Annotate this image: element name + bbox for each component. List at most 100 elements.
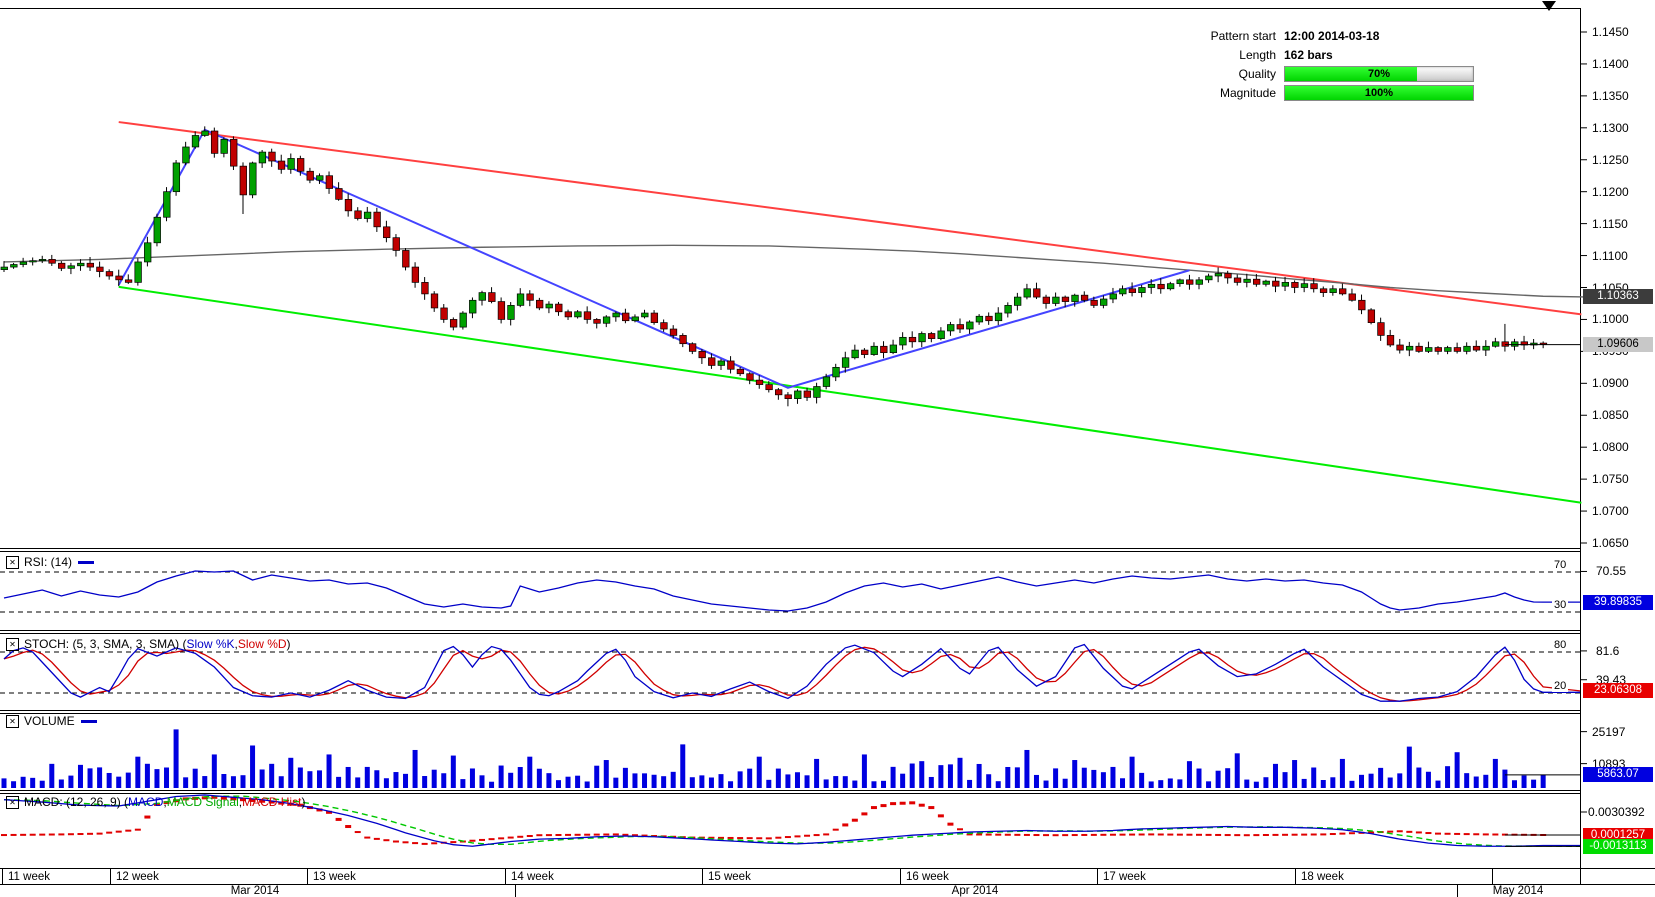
volume-bar xyxy=(11,781,17,788)
volume-bar xyxy=(259,769,265,788)
week-label: 11 week xyxy=(8,871,50,883)
candle-down xyxy=(354,210,362,219)
candle-up xyxy=(1444,347,1452,352)
quality-percent: 70% xyxy=(1367,67,1391,80)
value-box-0.0001257: 0.0001257 xyxy=(1583,827,1653,843)
volume-bar xyxy=(1339,758,1345,788)
candle-up xyxy=(1052,296,1060,304)
candle-up xyxy=(1166,283,1175,290)
rsi-tick-label: 70.55 xyxy=(1596,564,1627,579)
volume-bar xyxy=(192,768,198,788)
volume-bar xyxy=(1062,778,1068,788)
candle-down xyxy=(755,379,764,385)
candle-up xyxy=(1195,279,1203,285)
candle-down xyxy=(1377,322,1385,336)
candle-down xyxy=(688,343,697,352)
candle-down xyxy=(1396,344,1404,351)
pattern-start-row: Pattern start 12:00 2014-03-18 xyxy=(1190,26,1475,45)
volume-bar xyxy=(1081,767,1087,788)
candle-up xyxy=(937,330,945,339)
candle-up xyxy=(794,390,802,399)
volume-bar xyxy=(527,756,533,788)
stoch-close-icon[interactable]: ✕ xyxy=(6,637,19,651)
volume-bar xyxy=(1531,779,1537,788)
volume-close-icon[interactable]: ✕ xyxy=(6,714,19,728)
price-tick-label: 1.0800 xyxy=(1592,440,1629,455)
candle-up xyxy=(1281,282,1289,287)
volume-bar xyxy=(1120,778,1126,788)
candle-up xyxy=(1511,341,1519,347)
volume-bar xyxy=(1206,781,1212,788)
candle-up xyxy=(899,336,907,346)
candle-up xyxy=(29,260,37,263)
magnitude-row: Magnitude 100% xyxy=(1190,83,1475,102)
candle-down xyxy=(1434,347,1442,352)
volume-bar xyxy=(221,774,227,788)
candle-down xyxy=(927,333,936,339)
volume-bar xyxy=(823,779,829,788)
length-row: Length 162 bars xyxy=(1190,45,1475,64)
price-tick-label: 1.1300 xyxy=(1592,120,1629,135)
month-label: Apr 2014 xyxy=(951,885,999,897)
candle-up xyxy=(1329,288,1337,293)
candle-down xyxy=(526,293,534,301)
candle-up xyxy=(1425,347,1433,352)
candle-down xyxy=(392,237,400,251)
candle-up xyxy=(1262,280,1270,285)
candle-down xyxy=(880,345,888,354)
chart-shift-marker-icon[interactable] xyxy=(1542,1,1556,11)
volume-bar xyxy=(565,776,571,788)
macd-legend: ✕ MACD: (12, 26, 9) ( MACD , MACD Signal… xyxy=(6,795,305,809)
candle-up xyxy=(287,158,295,170)
volume-bar xyxy=(517,767,523,788)
volume-bar xyxy=(1473,776,1479,788)
volume-bar xyxy=(603,760,609,788)
volume-bar xyxy=(144,763,150,788)
volume-bar xyxy=(1406,746,1412,788)
volume-bar xyxy=(87,768,93,788)
candle-down xyxy=(210,130,219,154)
price-tick-label: 1.1100 xyxy=(1592,248,1628,263)
price-tick-label: 1.0850 xyxy=(1592,408,1629,423)
macd-signal-label: MACD Signal xyxy=(166,795,239,809)
price-tick-label: 1.1450 xyxy=(1592,25,1629,39)
volume-bar xyxy=(77,764,83,788)
volume-bar xyxy=(116,776,122,788)
volume-bar xyxy=(1091,769,1097,788)
candle-down xyxy=(669,328,678,336)
volume-bar xyxy=(1435,780,1441,788)
candle-down xyxy=(803,390,811,398)
volume-bar xyxy=(680,744,686,788)
candle-down xyxy=(1348,293,1356,301)
candle-down xyxy=(1186,279,1194,285)
week-label: 15 week xyxy=(708,871,751,883)
rsi-line-swatch-icon xyxy=(78,560,95,564)
candle-up xyxy=(631,316,639,322)
volume-bar xyxy=(1320,780,1326,788)
candle-up xyxy=(574,311,582,318)
quality-label: Quality xyxy=(1238,66,1276,81)
candle-up xyxy=(641,312,649,318)
macd-close-icon[interactable]: ✕ xyxy=(6,795,19,809)
green-trendline xyxy=(118,285,1582,504)
candle-up xyxy=(163,191,171,218)
rsi-legend-label: RSI: (14) xyxy=(24,555,73,569)
candle-down xyxy=(1033,288,1041,298)
candle-down xyxy=(1319,288,1328,293)
volume-bar xyxy=(1502,769,1508,788)
candle-down xyxy=(746,373,754,381)
rsi-close-icon[interactable]: ✕ xyxy=(6,555,19,569)
candle-down xyxy=(1339,288,1347,295)
candle-down xyxy=(1291,282,1299,288)
volume-bar xyxy=(1511,780,1517,788)
week-label: 17 week xyxy=(1103,871,1146,883)
candle-down xyxy=(277,160,286,170)
candle-up xyxy=(1300,283,1309,288)
volume-bar xyxy=(747,768,753,788)
volume-bar xyxy=(546,773,552,788)
candle-down xyxy=(727,360,735,370)
volume-bar xyxy=(30,777,36,788)
candle-up xyxy=(947,324,955,332)
volume-bar xyxy=(1244,779,1250,788)
